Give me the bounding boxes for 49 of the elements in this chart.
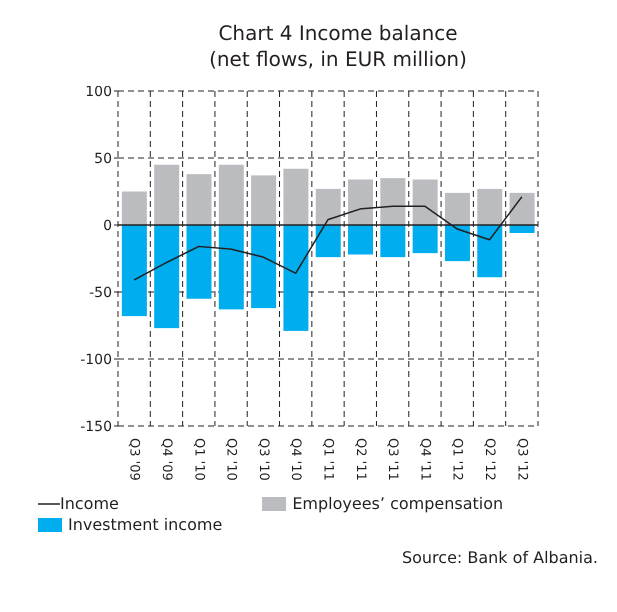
source-note: Source: Bank of Albania. [400, 548, 598, 567]
x-tick-label: Q3 '11 [385, 438, 400, 481]
legend-label: Employees’ compensation [292, 494, 504, 513]
x-tick-label: Q4 '09 [158, 438, 174, 481]
x-tick-label: Q3 '10 [256, 438, 271, 481]
y-tick-label: -100 [80, 352, 112, 368]
bar [412, 179, 438, 225]
bar [477, 225, 502, 278]
x-tick-label: Q1 '12 [450, 438, 465, 481]
bar [122, 225, 147, 316]
bar [283, 168, 308, 225]
x-tick-label: Q4 '10 [288, 438, 304, 481]
bar [444, 225, 470, 262]
y-tick-label: -50 [89, 284, 112, 301]
bar [316, 225, 341, 258]
x-tick-label: Q1 '11 [320, 438, 336, 481]
x-tick-label: Q2 '10 [224, 438, 239, 481]
bar [510, 192, 535, 225]
bar [444, 192, 470, 225]
bar [154, 225, 180, 328]
bar [348, 225, 374, 254]
bar [283, 225, 308, 331]
bar [186, 174, 212, 225]
x-tick-label: Q4 '11 [417, 438, 432, 481]
bar [218, 225, 244, 310]
bar [218, 164, 244, 225]
bar [477, 188, 502, 225]
x-tick-label: Q2 '11 [352, 438, 368, 481]
x-tick-label: Q3 '12 [514, 438, 530, 481]
bar [186, 225, 212, 299]
y-tick-label: 0 [103, 218, 112, 234]
bar [380, 225, 406, 258]
legend-label: Investment income [68, 515, 222, 534]
chart-subtitle: (net flows, in EUR million) [208, 46, 468, 72]
legend-label: Income [60, 494, 119, 513]
bar [154, 164, 180, 225]
bar [122, 192, 147, 225]
chart-title: Chart 4 Income balance [217, 20, 459, 46]
x-tick-label: Q3 '09 [126, 438, 142, 481]
x-tick-label: Q2 '12 [482, 438, 498, 481]
bar [251, 225, 276, 308]
bar [316, 188, 341, 225]
y-tick-label: 50 [94, 150, 112, 167]
bar [348, 179, 374, 225]
x-tick-label: Q1 '10 [191, 438, 206, 481]
bar [380, 178, 406, 225]
bar [251, 175, 276, 225]
y-tick-label: -150 [80, 418, 112, 435]
bar [412, 225, 438, 254]
